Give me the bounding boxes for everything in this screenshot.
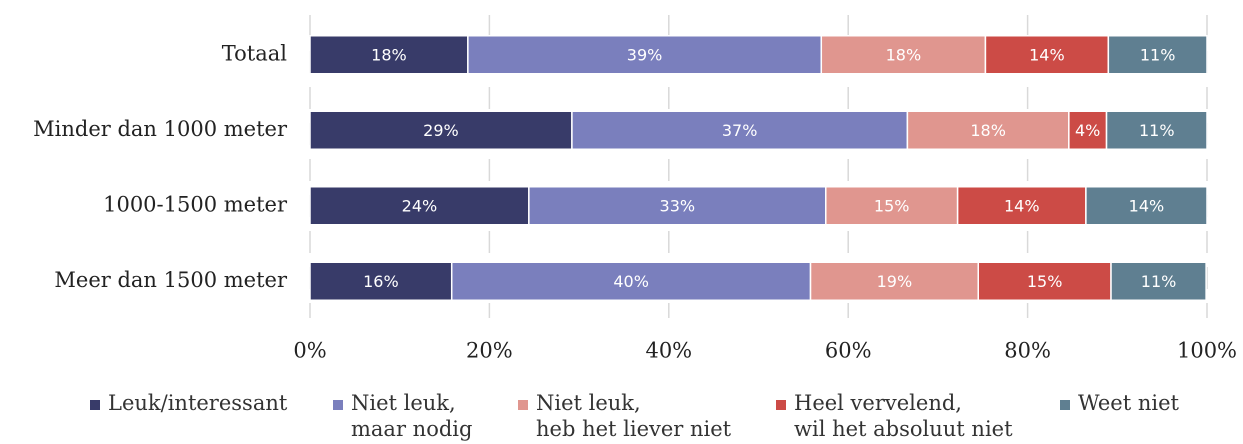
data-label: 14% — [1029, 45, 1065, 64]
x-tick-label: 40% — [645, 339, 692, 363]
bar-segment — [1105, 110, 1208, 150]
bar-segment — [528, 186, 827, 226]
chart: 0% 20% 40% 60% 80% 100% Totaal 18% 39% 18% 14% 11% M… — [33, 15, 1237, 363]
category-label: Meer dan 1500 meter — [54, 268, 288, 292]
data-label: 19% — [877, 272, 913, 291]
category-label: Minder dan 1000 meter — [33, 117, 288, 141]
bar-segment — [1068, 110, 1108, 150]
bar-segment — [956, 186, 1087, 226]
bar-segment — [906, 110, 1070, 150]
bar-segment — [450, 261, 812, 301]
data-label: 40% — [613, 272, 649, 291]
category-label: Totaal — [222, 41, 287, 65]
bar-segment — [571, 110, 909, 150]
data-label: 11% — [1140, 45, 1176, 64]
x-tick-label: 20% — [466, 339, 513, 363]
legend-label: Niet leuk, maar nodig — [351, 391, 473, 441]
data-label: 11% — [1139, 121, 1175, 140]
legend-item: Leuk/interessant — [88, 390, 287, 416]
legend-label: Weet niet — [1078, 391, 1179, 415]
legend-label: Niet leuk, heb het liever niet — [536, 391, 732, 441]
bar-segment — [309, 35, 469, 75]
x-tick-label: 0% — [293, 339, 326, 363]
data-label: 14% — [1129, 196, 1165, 215]
bar-segment — [1085, 186, 1208, 226]
bar-segment — [984, 35, 1110, 75]
data-label: 14% — [1004, 196, 1040, 215]
data-label: 18% — [886, 45, 922, 64]
bar-segment — [825, 186, 959, 226]
data-label: 37% — [722, 121, 758, 140]
data-label: 39% — [627, 45, 663, 64]
category-label: 1000-1500 meter — [103, 192, 288, 216]
data-label: 18% — [970, 121, 1006, 140]
data-label: 16% — [363, 272, 399, 291]
legend-label: Leuk/interessant — [108, 391, 288, 415]
bar-segment — [1107, 35, 1208, 75]
data-label: 33% — [660, 196, 696, 215]
legend-swatch — [518, 400, 528, 410]
legend-swatch — [333, 400, 343, 410]
bar-segment — [1110, 261, 1207, 301]
legend-item: Heel vervelend, wil het absoluut niet — [774, 390, 1013, 442]
x-tick-label: 60% — [825, 339, 872, 363]
bar-segment — [309, 110, 573, 150]
data-label: 15% — [1027, 272, 1063, 291]
bar-segment — [309, 186, 530, 226]
legend-item: Niet leuk, heb het liever niet — [516, 390, 731, 442]
legend-swatch — [1060, 400, 1070, 410]
data-label: 4% — [1075, 121, 1100, 140]
data-label: 29% — [423, 121, 459, 140]
legend-swatch — [776, 400, 786, 410]
x-tick-label: 100% — [1177, 339, 1237, 363]
data-label: 18% — [371, 45, 407, 64]
data-label: 11% — [1141, 272, 1177, 291]
legend-item: Weet niet — [1058, 390, 1179, 416]
x-tick-label: 80% — [1004, 339, 1051, 363]
data-label: 24% — [402, 196, 438, 215]
bar-segment — [809, 261, 980, 301]
legend-item: Niet leuk, maar nodig — [331, 390, 472, 442]
legend-swatch — [90, 400, 100, 410]
legend-label: Heel vervelend, wil het absoluut niet — [794, 391, 1013, 441]
data-label: 15% — [874, 196, 910, 215]
